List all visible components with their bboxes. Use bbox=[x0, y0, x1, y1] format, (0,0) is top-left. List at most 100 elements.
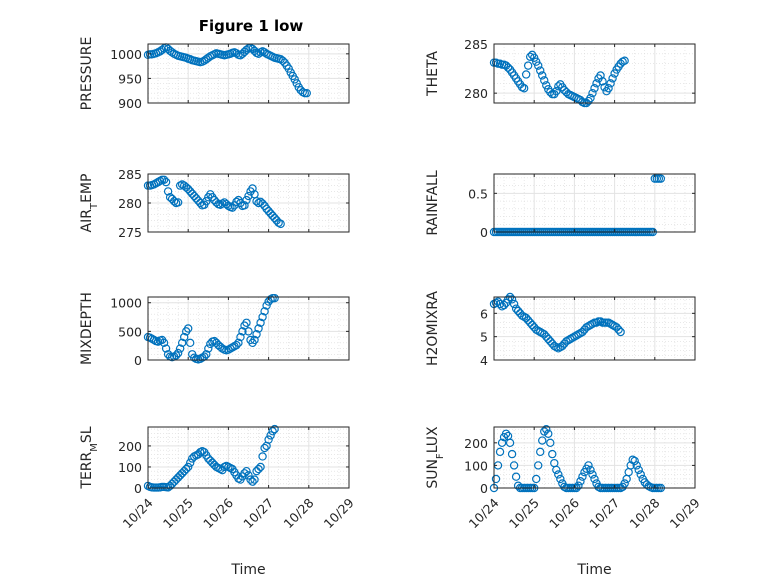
data-point bbox=[260, 307, 269, 316]
subplot-1: 900 950 1000 PRESSURE bbox=[79, 37, 350, 111]
data-point bbox=[610, 69, 619, 78]
data-point bbox=[242, 466, 251, 476]
data-point bbox=[499, 300, 509, 310]
data-point bbox=[592, 79, 601, 88]
x-tick-label: 10/28 bbox=[280, 495, 316, 531]
axes-box bbox=[147, 296, 350, 361]
y-tick-label: 280 bbox=[464, 86, 488, 101]
subplot-8: 0 100 200 10/24 10/25 10/26 10/27 10/28 10/29 SUN… bbox=[425, 425, 703, 578]
data-point bbox=[570, 332, 579, 341]
y-tick-label: 100 bbox=[118, 460, 142, 475]
data-point bbox=[270, 293, 279, 303]
data-point bbox=[258, 452, 267, 461]
y-tick-label: 0 bbox=[480, 481, 488, 496]
data-point bbox=[173, 348, 183, 358]
data-point bbox=[159, 175, 169, 184]
data-point bbox=[290, 75, 299, 84]
data-point bbox=[521, 70, 531, 79]
data-point bbox=[608, 74, 617, 83]
y-tick-label: 0 bbox=[134, 481, 142, 496]
data-point bbox=[226, 344, 235, 353]
y-axis-label: AIRTEMP bbox=[79, 174, 100, 233]
data-point bbox=[590, 84, 599, 93]
data-point bbox=[636, 470, 645, 479]
data-point bbox=[163, 187, 173, 196]
data-point bbox=[519, 84, 529, 93]
x-axis-label: Time bbox=[230, 562, 265, 578]
data-point bbox=[554, 470, 563, 479]
data-point bbox=[234, 338, 243, 348]
data-point bbox=[250, 335, 259, 345]
data-point bbox=[552, 465, 561, 475]
data-point bbox=[181, 464, 191, 474]
data-point bbox=[228, 203, 237, 212]
data-point bbox=[186, 458, 195, 467]
data-point bbox=[505, 438, 515, 448]
plot-area bbox=[494, 297, 695, 360]
x-tick-label: 10/25 bbox=[506, 495, 542, 531]
data-point bbox=[584, 461, 593, 470]
data-point bbox=[554, 82, 563, 91]
data-point bbox=[511, 472, 521, 481]
data-point bbox=[534, 326, 543, 336]
data-point bbox=[552, 86, 561, 96]
data-point bbox=[566, 334, 575, 344]
y-axis-label: MIXDEPTH bbox=[79, 292, 95, 365]
data-point bbox=[596, 71, 605, 80]
data-point bbox=[153, 337, 163, 346]
data-point bbox=[244, 191, 253, 201]
data-point bbox=[278, 56, 287, 65]
data-point bbox=[232, 340, 241, 350]
y-axis-label: PRESSURE bbox=[79, 37, 95, 111]
data-point bbox=[216, 200, 225, 209]
data-point bbox=[232, 197, 241, 207]
data-point bbox=[302, 88, 311, 98]
data-point bbox=[250, 475, 259, 484]
x-tick-label: 10/26 bbox=[546, 495, 582, 531]
x-tick-label: 10/29 bbox=[321, 495, 357, 531]
data-point bbox=[242, 318, 251, 327]
data-point bbox=[501, 429, 511, 438]
data-point bbox=[183, 324, 193, 333]
data-point bbox=[266, 295, 275, 304]
data-point bbox=[536, 66, 545, 75]
data-point bbox=[177, 338, 187, 348]
plot-area bbox=[148, 297, 349, 360]
data-point bbox=[509, 299, 519, 309]
y-tick-label: 4 bbox=[480, 353, 488, 368]
data-point bbox=[507, 295, 517, 304]
data-point bbox=[236, 332, 245, 342]
data-point bbox=[270, 424, 279, 434]
data-point bbox=[582, 323, 591, 332]
data-point bbox=[634, 465, 643, 475]
data-point bbox=[212, 198, 221, 207]
data-point bbox=[232, 49, 241, 58]
data-point bbox=[256, 462, 265, 472]
data-point bbox=[656, 174, 666, 183]
data-point bbox=[532, 325, 541, 334]
data-point bbox=[258, 199, 267, 208]
data-point bbox=[171, 351, 181, 360]
x-tick-label: 10/27 bbox=[586, 495, 622, 531]
y-tick-label: 950 bbox=[118, 71, 142, 86]
data-point bbox=[552, 342, 561, 352]
data-point bbox=[600, 83, 609, 92]
subplot-2: 280 285 THETA bbox=[425, 37, 696, 108]
data-point bbox=[588, 88, 597, 98]
y-tick-label: 280 bbox=[118, 196, 142, 211]
data-point bbox=[598, 77, 607, 86]
y-tick-label: 275 bbox=[118, 225, 142, 240]
data-point bbox=[503, 63, 513, 72]
data-point bbox=[266, 431, 275, 440]
y-tick-label: 200 bbox=[464, 436, 488, 451]
data-point bbox=[606, 319, 615, 329]
data-point bbox=[196, 198, 205, 208]
data-point bbox=[616, 327, 625, 337]
data-point bbox=[242, 195, 251, 205]
data-point bbox=[564, 335, 573, 345]
y-axis-label: RAINFALL bbox=[425, 170, 441, 235]
data-point bbox=[574, 330, 583, 339]
data-point bbox=[517, 311, 527, 320]
x-tick-label: 10/25 bbox=[160, 495, 196, 531]
x-tick-label: 10/26 bbox=[200, 495, 236, 531]
